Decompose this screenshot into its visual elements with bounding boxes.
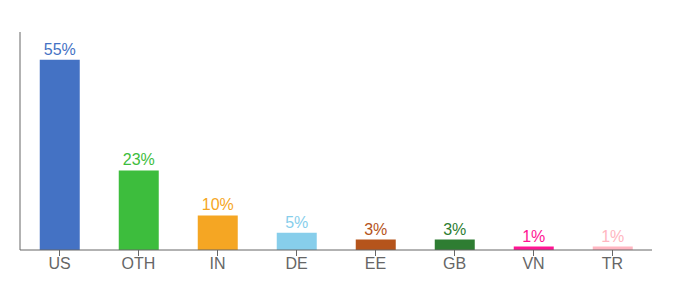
svg-text:1%: 1%: [601, 228, 624, 245]
svg-text:3%: 3%: [364, 221, 387, 238]
svg-text:10%: 10%: [202, 196, 234, 213]
svg-text:US: US: [48, 255, 70, 272]
svg-text:VN: VN: [522, 255, 544, 272]
svg-text:TR: TR: [602, 255, 623, 272]
svg-text:1%: 1%: [522, 228, 545, 245]
svg-text:55%: 55%: [44, 41, 76, 58]
svg-text:23%: 23%: [123, 151, 155, 168]
svg-text:OTH: OTH: [122, 255, 156, 272]
svg-text:3%: 3%: [443, 221, 466, 238]
svg-text:EE: EE: [365, 255, 386, 272]
svg-text:5%: 5%: [285, 214, 308, 231]
svg-text:IN: IN: [210, 255, 226, 272]
svg-text:GB: GB: [443, 255, 466, 272]
svg-text:DE: DE: [285, 255, 307, 272]
